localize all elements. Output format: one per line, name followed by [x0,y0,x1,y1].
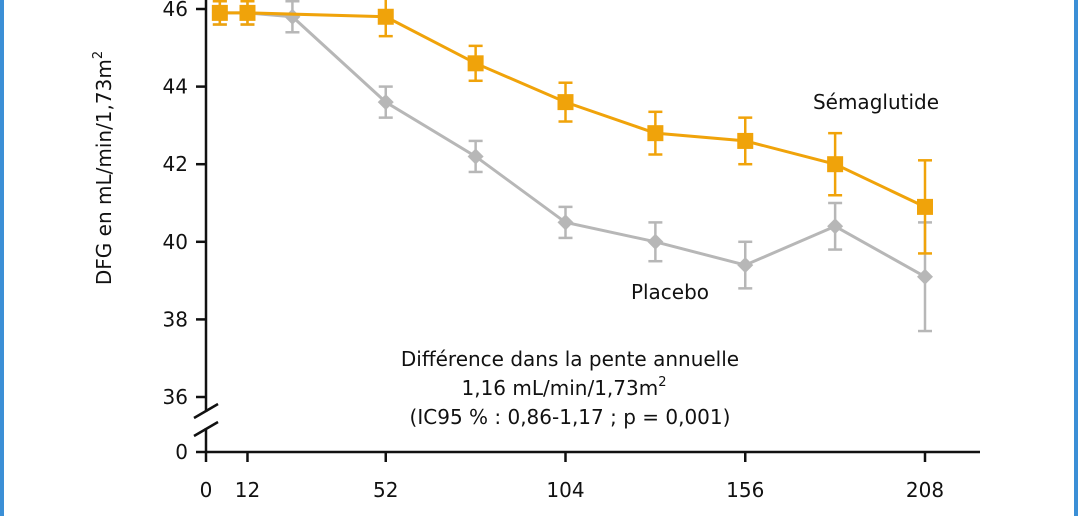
data-point [827,218,844,235]
annotation-line-2-sup: 2 [658,375,666,390]
data-point [737,257,754,274]
y-tick-label: 44 [163,75,188,99]
y-axis-label-sup: 2 [91,51,106,59]
data-point [737,132,754,149]
data-point [211,4,228,21]
x-tick-label: 12 [235,478,260,502]
y-tick-label: 40 [163,230,188,254]
annotation-line-1: Différence dans la pente annuelle [401,347,739,371]
series-semaglutide [211,0,933,255]
annotation-line-2-text: 1,16 mL/min/1,73m [462,376,659,400]
y-tick-label: 0 [175,440,188,464]
data-point [557,94,574,111]
data-point [647,233,664,250]
data-point [647,125,664,142]
series-placebo [211,0,933,333]
x-tick-label: 52 [373,478,398,502]
annotation-line-2: 1,16 mL/min/1,73m2 [462,375,667,400]
x-tick-label: 156 [726,478,764,502]
data-point [917,268,933,285]
y-tick-label: 46 [163,0,188,21]
axis-break-mark [193,402,219,420]
series-layer [211,0,933,333]
x-tick-label: 0 [200,478,213,502]
data-point [917,198,933,215]
y-axis-label-text: DFG en mL/min/1,73m [92,59,116,285]
x-tick-label: 104 [546,478,584,502]
data-point [239,4,256,21]
data-point [467,55,484,72]
data-point [467,148,484,165]
series-label-placebo: Placebo [631,280,709,304]
series-label-semaglutide: Sémaglutide [813,90,939,114]
data-point [557,214,574,231]
data-point [827,156,844,173]
data-point [377,94,394,111]
y-tick-label: 42 [163,152,188,176]
data-point [377,8,394,25]
axes: 0 36 38 40 42 44 46 0 12 52 104 156 208 [163,0,980,502]
y-tick-label: 36 [163,385,188,409]
x-tick-label: 208 [906,478,944,502]
y-tick-label: 38 [163,307,188,331]
annotation-line-3: (IC95 % : 0,86-1,17 ; p = 0,001) [410,405,731,429]
axis-break-mark [193,420,219,438]
y-axis-label: DFG en mL/min/1,73m2 [91,51,116,285]
